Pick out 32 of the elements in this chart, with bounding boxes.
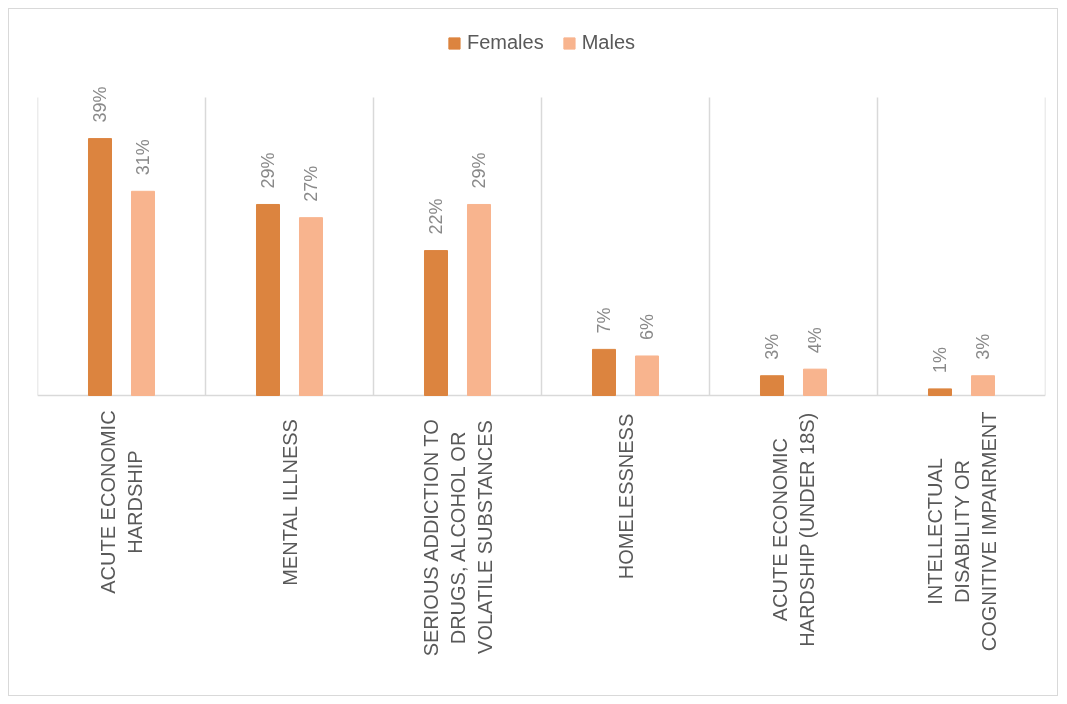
- data-label: 4%: [805, 327, 825, 354]
- legend-label: Females: [466, 31, 544, 54]
- data-label: 22%: [426, 198, 446, 235]
- data-label: 29%: [469, 152, 489, 189]
- data-label: 1%: [930, 346, 950, 373]
- x-tick-label: ACUTE ECONOMIC HARDSHIP (UNDER 18S): [769, 412, 818, 647]
- legend-label: Males: [581, 31, 636, 54]
- bar: [423, 250, 448, 396]
- bar: [591, 348, 616, 396]
- bar: [467, 203, 492, 396]
- data-label: 3%: [973, 333, 993, 360]
- bar: [255, 203, 280, 396]
- x-tick-label: SERIOUS ADDICTION TO DRUGS, ALCOHOL OR VOLATILE SUBSTANCES: [419, 419, 496, 657]
- bar: [927, 388, 952, 396]
- bar: [803, 368, 828, 396]
- data-label: 27%: [301, 165, 321, 202]
- bar: [299, 217, 324, 396]
- x-tick-label: MENTAL ILLNESS: [278, 419, 301, 586]
- x-tick-label: HOMELESSNESS: [614, 413, 637, 580]
- data-label: 7%: [594, 307, 614, 334]
- data-label: 6%: [637, 313, 657, 340]
- data-label: 3%: [762, 333, 782, 360]
- x-tick-label: INTELLECTUAL DISABILITY OR COGNITIVE IMPAIRMENT: [923, 411, 1000, 652]
- bar: [635, 355, 660, 396]
- data-label: 31%: [133, 139, 153, 176]
- bar: [131, 190, 156, 396]
- data-label: 29%: [258, 152, 278, 189]
- x-tick-label: ACUTE ECONOMIC HARDSHIP: [97, 410, 146, 594]
- bar: [759, 375, 784, 396]
- bar: [87, 138, 112, 396]
- bar: [971, 375, 996, 396]
- data-label: 39%: [90, 86, 110, 123]
